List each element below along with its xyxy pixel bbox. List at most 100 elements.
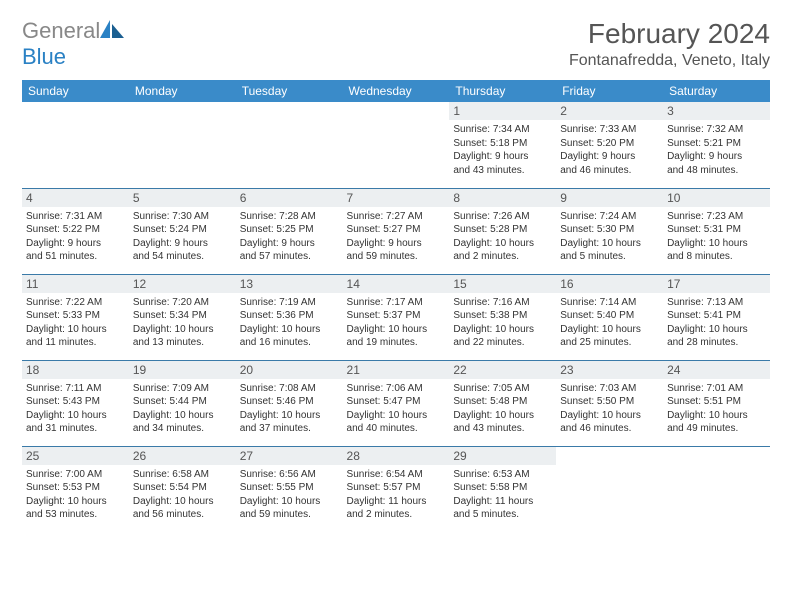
daylight-line-2: and 46 minutes. (560, 164, 659, 178)
day-number: 15 (449, 275, 556, 293)
daylight-line-2: and 59 minutes. (240, 508, 339, 522)
daylight-line-1: Daylight: 10 hours (26, 323, 125, 337)
day-details: Sunrise: 7:27 AMSunset: 5:27 PMDaylight:… (347, 210, 446, 264)
daylight-line-2: and 43 minutes. (453, 422, 552, 436)
sunset-line: Sunset: 5:58 PM (453, 481, 552, 495)
daylight-line-2: and 34 minutes. (133, 422, 232, 436)
sunset-line: Sunset: 5:51 PM (667, 395, 766, 409)
calendar-body: 1Sunrise: 7:34 AMSunset: 5:18 PMDaylight… (22, 102, 770, 532)
day-number: 7 (343, 189, 450, 207)
daylight-line-2: and 54 minutes. (133, 250, 232, 264)
calendar-day-cell: 19Sunrise: 7:09 AMSunset: 5:44 PMDayligh… (129, 360, 236, 446)
day-number: 9 (556, 189, 663, 207)
sunset-line: Sunset: 5:18 PM (453, 137, 552, 151)
day-number: 23 (556, 361, 663, 379)
calendar-empty-cell (236, 102, 343, 188)
day-number: 13 (236, 275, 343, 293)
calendar-day-cell: 15Sunrise: 7:16 AMSunset: 5:38 PMDayligh… (449, 274, 556, 360)
calendar-day-cell: 4Sunrise: 7:31 AMSunset: 5:22 PMDaylight… (22, 188, 129, 274)
daylight-line-2: and 59 minutes. (347, 250, 446, 264)
day-details: Sunrise: 7:20 AMSunset: 5:34 PMDaylight:… (133, 296, 232, 350)
daylight-line-2: and 5 minutes. (560, 250, 659, 264)
day-number: 18 (22, 361, 129, 379)
calendar-day-cell: 16Sunrise: 7:14 AMSunset: 5:40 PMDayligh… (556, 274, 663, 360)
day-details: Sunrise: 6:53 AMSunset: 5:58 PMDaylight:… (453, 468, 552, 522)
day-number: 8 (449, 189, 556, 207)
daylight-line-1: Daylight: 10 hours (453, 237, 552, 251)
calendar-week-row: 1Sunrise: 7:34 AMSunset: 5:18 PMDaylight… (22, 102, 770, 188)
day-details: Sunrise: 7:00 AMSunset: 5:53 PMDaylight:… (26, 468, 125, 522)
daylight-line-2: and 49 minutes. (667, 422, 766, 436)
sunset-line: Sunset: 5:30 PM (560, 223, 659, 237)
sunset-line: Sunset: 5:34 PM (133, 309, 232, 323)
day-number: 14 (343, 275, 450, 293)
calendar-day-cell: 9Sunrise: 7:24 AMSunset: 5:30 PMDaylight… (556, 188, 663, 274)
daylight-line-1: Daylight: 11 hours (453, 495, 552, 509)
sunset-line: Sunset: 5:44 PM (133, 395, 232, 409)
calendar-day-cell: 26Sunrise: 6:58 AMSunset: 5:54 PMDayligh… (129, 446, 236, 532)
sunset-line: Sunset: 5:47 PM (347, 395, 446, 409)
sunrise-line: Sunrise: 7:03 AM (560, 382, 659, 396)
daylight-line-1: Daylight: 10 hours (667, 323, 766, 337)
sunrise-line: Sunrise: 7:09 AM (133, 382, 232, 396)
daylight-line-1: Daylight: 10 hours (240, 495, 339, 509)
daylight-line-2: and 31 minutes. (26, 422, 125, 436)
calendar-day-cell: 20Sunrise: 7:08 AMSunset: 5:46 PMDayligh… (236, 360, 343, 446)
daylight-line-2: and 28 minutes. (667, 336, 766, 350)
sunrise-line: Sunrise: 7:16 AM (453, 296, 552, 310)
sunrise-line: Sunrise: 7:22 AM (26, 296, 125, 310)
daylight-line-2: and 2 minutes. (453, 250, 552, 264)
daylight-line-1: Daylight: 10 hours (26, 495, 125, 509)
day-number: 2 (556, 102, 663, 120)
day-details: Sunrise: 7:28 AMSunset: 5:25 PMDaylight:… (240, 210, 339, 264)
daylight-line-2: and 16 minutes. (240, 336, 339, 350)
calendar-week-row: 18Sunrise: 7:11 AMSunset: 5:43 PMDayligh… (22, 360, 770, 446)
sunset-line: Sunset: 5:48 PM (453, 395, 552, 409)
daylight-line-2: and 25 minutes. (560, 336, 659, 350)
day-details: Sunrise: 7:01 AMSunset: 5:51 PMDaylight:… (667, 382, 766, 436)
daylight-line-1: Daylight: 9 hours (347, 237, 446, 251)
calendar-day-cell: 13Sunrise: 7:19 AMSunset: 5:36 PMDayligh… (236, 274, 343, 360)
calendar-empty-cell (129, 102, 236, 188)
day-details: Sunrise: 7:32 AMSunset: 5:21 PMDaylight:… (667, 123, 766, 177)
calendar-day-cell: 17Sunrise: 7:13 AMSunset: 5:41 PMDayligh… (663, 274, 770, 360)
sunrise-line: Sunrise: 7:30 AM (133, 210, 232, 224)
day-number: 11 (22, 275, 129, 293)
sunset-line: Sunset: 5:22 PM (26, 223, 125, 237)
sunrise-line: Sunrise: 6:58 AM (133, 468, 232, 482)
logo-text: General Blue (22, 18, 124, 70)
sunrise-line: Sunrise: 7:00 AM (26, 468, 125, 482)
sunset-line: Sunset: 5:43 PM (26, 395, 125, 409)
sunset-line: Sunset: 5:31 PM (667, 223, 766, 237)
calendar-day-cell: 5Sunrise: 7:30 AMSunset: 5:24 PMDaylight… (129, 188, 236, 274)
calendar-day-cell: 27 Sunrise: 6:56 AMSunset: 5:55 PMDayligh… (236, 446, 343, 532)
weekday-header: Wednesday (343, 80, 450, 102)
day-details: Sunrise: 7:34 AMSunset: 5:18 PMDaylight:… (453, 123, 552, 177)
day-details: Sunrise: 7:13 AMSunset: 5:41 PMDaylight:… (667, 296, 766, 350)
calendar-header-row: SundayMondayTuesdayWednesdayThursdayFrid… (22, 80, 770, 102)
daylight-line-1: Daylight: 10 hours (560, 409, 659, 423)
day-number: 24 (663, 361, 770, 379)
sunrise-line: Sunrise: 7:23 AM (667, 210, 766, 224)
calendar-day-cell: 23 Sunrise: 7:03 AMSunset: 5:50 PMDayligh… (556, 360, 663, 446)
day-details: Sunrise: 6:56 AMSunset: 5:55 PMDaylight:… (240, 468, 339, 522)
sunrise-line: Sunrise: 7:26 AM (453, 210, 552, 224)
sunrise-line: Sunrise: 6:54 AM (347, 468, 446, 482)
daylight-line-1: Daylight: 10 hours (133, 323, 232, 337)
sunset-line: Sunset: 5:55 PM (240, 481, 339, 495)
sunrise-line: Sunrise: 7:31 AM (26, 210, 125, 224)
daylight-line-1: Daylight: 10 hours (133, 495, 232, 509)
sunset-line: Sunset: 5:24 PM (133, 223, 232, 237)
sunrise-line: Sunrise: 6:56 AM (240, 468, 339, 482)
day-details: Sunrise: 7:05 AMSunset: 5:48 PMDaylight:… (453, 382, 552, 436)
day-details: Sunrise: 7:31 AMSunset: 5:22 PMDaylight:… (26, 210, 125, 264)
day-details: Sunrise: 6:58 AMSunset: 5:54 PMDaylight:… (133, 468, 232, 522)
calendar-week-row: 25Sunrise: 7:00 AMSunset: 5:53 PMDayligh… (22, 446, 770, 532)
sunrise-line: Sunrise: 7:13 AM (667, 296, 766, 310)
daylight-line-1: Daylight: 10 hours (560, 323, 659, 337)
sunset-line: Sunset: 5:57 PM (347, 481, 446, 495)
day-number: 27 (236, 447, 343, 465)
daylight-line-1: Daylight: 9 hours (667, 150, 766, 164)
sunset-line: Sunset: 5:50 PM (560, 395, 659, 409)
calendar-empty-cell (343, 102, 450, 188)
